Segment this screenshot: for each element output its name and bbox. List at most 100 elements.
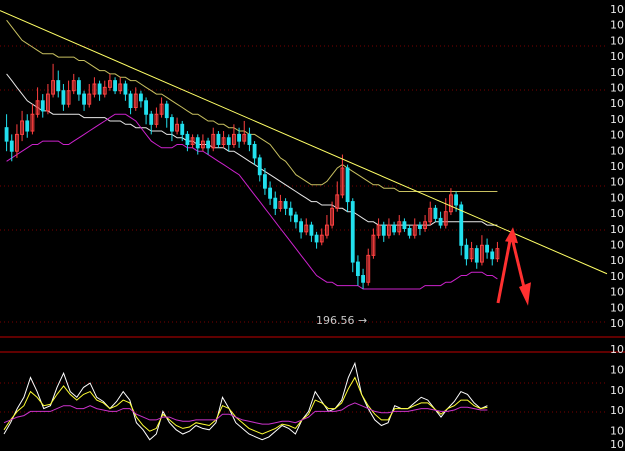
indicator-line-magenta	[3, 402, 488, 425]
candle-up	[330, 207, 335, 226]
candle-down	[138, 93, 143, 102]
candle-down	[257, 157, 262, 176]
candle-up	[71, 80, 76, 92]
candle-down	[361, 275, 366, 283]
trendline	[0, 10, 608, 275]
arrow-up-shaft	[496, 234, 513, 304]
candle-down	[474, 248, 479, 263]
candle-down	[144, 100, 149, 115]
candle-down	[149, 113, 154, 125]
candle-up	[35, 100, 40, 115]
indicator-line-yellow	[3, 376, 488, 435]
candle-down	[9, 140, 14, 152]
candle-up	[397, 221, 402, 233]
candle-down	[206, 140, 211, 149]
candle-down	[237, 133, 242, 142]
candle-down	[288, 207, 293, 216]
candle-down	[164, 103, 169, 119]
candle-down	[438, 217, 443, 226]
candle-down	[345, 167, 350, 203]
low-price-annotation: 196.56 →	[316, 314, 367, 327]
candle-up	[118, 83, 123, 92]
candle-up	[211, 133, 216, 149]
y-tick-label: 10	[610, 286, 624, 299]
y-tick-label: 10	[610, 363, 624, 376]
candle-down	[123, 83, 128, 95]
candle-up	[66, 90, 71, 105]
candle-up	[278, 201, 283, 209]
candle-up	[495, 248, 500, 260]
candle-up	[51, 80, 56, 95]
candle-up	[340, 167, 345, 196]
candle-down	[195, 137, 200, 149]
candle-down	[392, 224, 397, 233]
candle-down	[381, 224, 386, 236]
candle-down	[485, 244, 490, 253]
candle-down	[268, 187, 273, 199]
candle-down	[247, 133, 252, 145]
candle-up	[14, 133, 19, 152]
candle-down	[180, 123, 185, 135]
candle-down	[490, 251, 495, 260]
candle-down	[464, 244, 469, 260]
candle-down	[61, 90, 66, 105]
candle-up	[324, 224, 329, 236]
candle-up	[428, 207, 433, 223]
candle-up	[231, 133, 236, 145]
y-tick-label: 10	[610, 254, 624, 267]
candle-down	[262, 174, 267, 189]
indicator-line-white	[3, 361, 488, 441]
candle-up	[20, 120, 25, 135]
y-tick-label: 10	[610, 270, 624, 283]
candle-up	[200, 140, 205, 149]
y-tick-label: 10	[610, 301, 624, 314]
indicator-panel	[0, 361, 607, 441]
candle-up	[448, 194, 453, 213]
candle-down	[309, 224, 314, 236]
candle-up	[443, 211, 448, 226]
y-tick-label: 10	[610, 144, 624, 157]
candle-up	[154, 113, 159, 125]
candle-down	[252, 143, 257, 159]
candle-down	[293, 214, 298, 223]
candle-up	[335, 194, 340, 209]
candle-down	[56, 80, 61, 92]
candle-up	[319, 234, 324, 243]
y-tick-label: 10	[610, 176, 624, 189]
y-tick-label: 10	[610, 129, 624, 142]
price-panel: 196.56 →	[0, 10, 608, 327]
bollinger-middle-line	[6, 73, 498, 226]
candle-down	[97, 83, 102, 95]
bollinger-upper-line	[6, 19, 498, 192]
candle-down	[355, 261, 360, 277]
candle-down	[433, 207, 438, 219]
candle-down	[113, 80, 118, 92]
candle-up	[30, 113, 35, 132]
indicator-series	[3, 361, 488, 441]
candle-down	[128, 93, 133, 109]
y-tick-label: 10	[610, 50, 624, 63]
indicator-gridlines	[0, 382, 607, 413]
candle-down	[283, 201, 288, 209]
candle-up	[242, 133, 247, 142]
candle-down	[25, 120, 30, 132]
price-y-axis: 10 10 10 10 10 10 10 10 10 10 10 10 10 10 10 10 10 10 10 10…	[610, 3, 624, 330]
y-tick-label: 10	[610, 160, 624, 173]
candlestick-series	[4, 63, 500, 289]
candle-up	[423, 221, 428, 229]
y-tick-label: 10	[610, 191, 624, 204]
y-tick-label: 10	[610, 3, 624, 16]
candle-up	[107, 80, 112, 88]
candle-up	[304, 224, 309, 233]
candle-up	[386, 224, 391, 236]
candle-down	[82, 93, 87, 105]
y-tick-label: 10	[610, 404, 624, 417]
candle-up	[371, 234, 376, 256]
y-tick-label: 10	[610, 239, 624, 252]
candle-up	[175, 123, 180, 132]
candle-down	[273, 197, 278, 209]
candle-down	[226, 137, 231, 145]
candle-down	[40, 100, 45, 112]
candle-up	[366, 254, 371, 283]
